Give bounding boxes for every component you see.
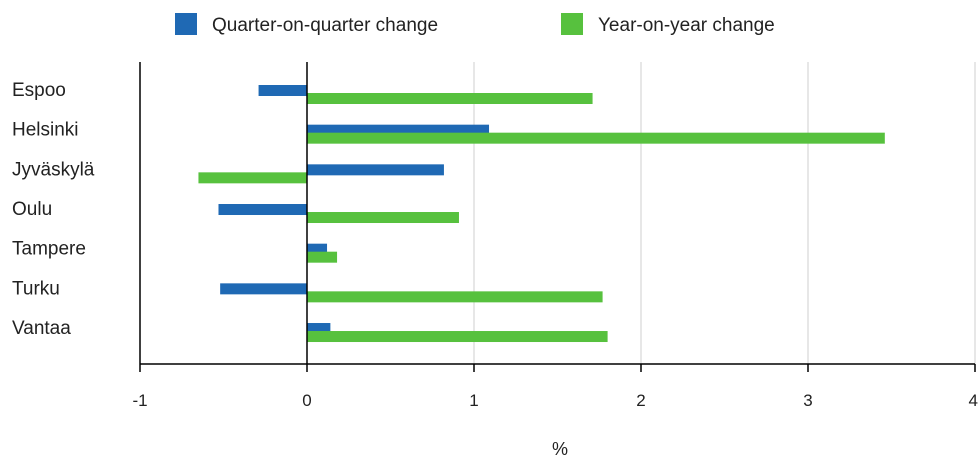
- legend-label-1: Year-on-year change: [598, 15, 775, 36]
- legend-label-0: Quarter-on-quarter change: [212, 15, 438, 36]
- bar-year-on-year-change-turku: [307, 291, 603, 303]
- x-tick-label-0: -1: [132, 391, 147, 410]
- gridlines: [473, 62, 976, 364]
- category-label-turku: Turku: [12, 278, 60, 299]
- bar-year-on-year-change-jyväskylä: [198, 172, 307, 184]
- bar-quarter-on-quarter-change-tampere: [307, 243, 328, 255]
- bar-year-on-year-change-espoo: [307, 93, 593, 104]
- bar-year-on-year-change-oulu: [307, 212, 459, 224]
- bar-quarter-on-quarter-change-espoo: [258, 85, 307, 96]
- bar-quarter-on-quarter-change-turku: [220, 283, 307, 295]
- legend-swatch-1: [561, 13, 583, 35]
- bar-quarter-on-quarter-change-oulu: [218, 204, 307, 216]
- bar-year-on-year-change-helsinki: [307, 132, 885, 144]
- category-label-jyväskylä: Jyväskylä: [12, 159, 95, 180]
- category-label-tampere: Tampere: [12, 239, 86, 260]
- category-labels: Espoo Helsinki Jyväskylä Oulu Tampere Turku Va…: [12, 80, 95, 339]
- x-tick-label-5: 4: [969, 391, 978, 410]
- x-axis-title: %: [552, 439, 568, 459]
- x-tick-label-2: 1: [469, 391, 478, 410]
- category-label-espoo: Espoo: [12, 80, 66, 101]
- category-label-helsinki: Helsinki: [12, 120, 79, 141]
- bar-quarter-on-quarter-change-vantaa: [307, 323, 331, 335]
- bar-quarter-on-quarter-change-helsinki: [307, 124, 490, 136]
- legend: Quarter-on-quarter change Year-on-year ch…: [175, 13, 775, 36]
- axes: [139, 62, 976, 372]
- category-label-oulu: Oulu: [12, 199, 52, 220]
- x-tick-label-3: 2: [636, 391, 645, 410]
- bar-year-on-year-change-vantaa: [307, 331, 608, 343]
- x-tick-label-4: 3: [803, 391, 812, 410]
- tick-labels: -1 0 1 2 3 4: [132, 391, 978, 410]
- category-label-vantaa: Vantaa: [12, 318, 71, 339]
- legend-swatch-0: [175, 13, 197, 35]
- bars: [198, 85, 885, 343]
- x-tick-label-1: 0: [302, 391, 311, 410]
- bar-quarter-on-quarter-change-jyväskylä: [307, 164, 444, 176]
- bar-year-on-year-change-tampere: [307, 251, 338, 263]
